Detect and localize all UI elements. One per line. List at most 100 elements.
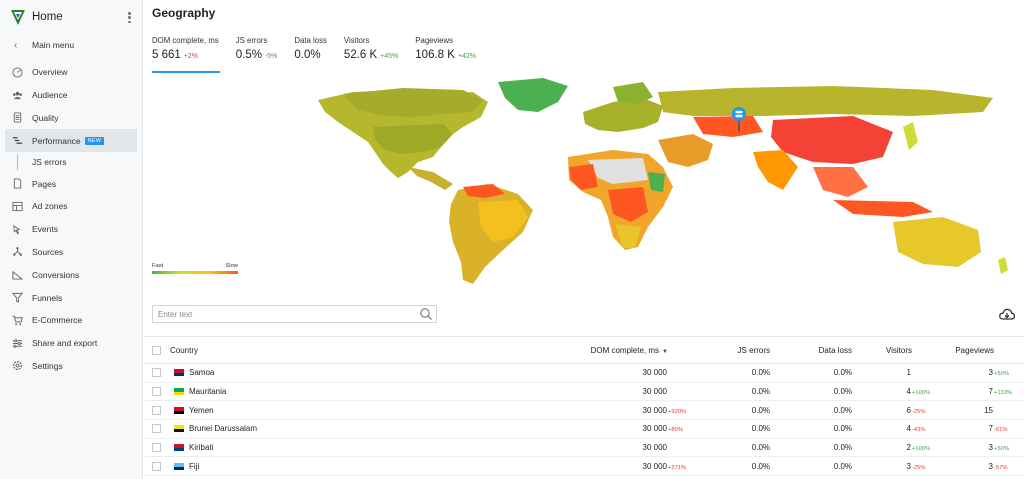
sidebar-item-overview[interactable]: Overview <box>0 61 142 84</box>
js-errors-value: 0.0% <box>751 405 770 415</box>
sidebar-item-pages[interactable]: Pages <box>0 172 142 195</box>
map-indonesia <box>833 200 933 217</box>
map-east-africa <box>648 172 665 192</box>
sidebar-item-label: Ad zones <box>32 201 68 212</box>
visitors-delta: -25% <box>912 464 926 471</box>
world-map[interactable] <box>313 72 1024 290</box>
data-loss-value: 0.0% <box>833 424 852 434</box>
audience-icon <box>11 89 23 101</box>
sort-desc-icon: ▼ <box>662 348 668 355</box>
metric-label: JS errors <box>235 36 268 45</box>
sidebar-item-sources[interactable]: Sources <box>0 241 142 264</box>
map-usa <box>373 124 453 154</box>
sidebar-item-label: Audience <box>32 90 68 101</box>
map-new-zealand <box>998 257 1008 274</box>
js-errors-value: 0.0% <box>751 443 770 453</box>
map-south-africa <box>615 224 641 248</box>
metric-pageviews[interactable]: Pageviews 106.8 K +42% <box>415 36 476 68</box>
row-checkbox[interactable] <box>152 368 161 378</box>
select-all-checkbox[interactable] <box>152 345 161 355</box>
sidebar-item-settings[interactable]: Settings <box>0 355 142 378</box>
sidebar-item-ecommerce[interactable]: E-Commerce <box>0 309 142 332</box>
sidebar-item-performance[interactable]: Performance NEW <box>5 129 137 153</box>
table-row[interactable]: Mauritania 30 000 0.0% 0.0% 4+100% 7+133… <box>143 383 1024 402</box>
row-checkbox[interactable] <box>152 443 161 453</box>
share-icon <box>11 337 23 349</box>
map-brazil <box>478 200 528 242</box>
sidebar-item-events[interactable]: Events <box>0 218 142 241</box>
row-checkbox[interactable] <box>152 424 161 434</box>
js-errors-value: 0.0% <box>751 368 770 378</box>
sidebar-item-funnels[interactable]: Funnels <box>0 286 142 309</box>
row-checkbox[interactable] <box>152 405 161 415</box>
flag-icon <box>174 406 184 414</box>
sidebar-item-label: Quality <box>32 112 59 123</box>
map-europe <box>583 98 663 132</box>
pageviews-value: 3 <box>988 368 993 378</box>
map-central-america <box>408 167 453 190</box>
ecommerce-icon <box>11 314 23 326</box>
pageviews-value: 15 <box>984 405 993 415</box>
map-venezuela <box>463 184 505 198</box>
world-map-svg <box>318 78 1008 284</box>
sidebar-item-audience[interactable]: Audience <box>0 84 142 107</box>
col-data-loss[interactable]: Data loss <box>818 345 852 355</box>
visitors-value: 2 <box>906 443 911 453</box>
quality-icon <box>11 112 23 124</box>
row-checkbox[interactable] <box>152 461 161 471</box>
search-icon[interactable] <box>419 307 433 321</box>
col-js-errors[interactable]: JS errors <box>737 345 770 355</box>
metric-visitors[interactable]: Visitors 52.6 K +45% <box>344 36 398 68</box>
country-name: Fiji <box>189 461 200 471</box>
table-row[interactable]: Samoa 30 000 0.0% 0.0% 1 3+50% <box>143 364 1024 383</box>
visitors-delta: -25% <box>912 408 926 415</box>
col-visitors[interactable]: Visitors <box>885 345 912 355</box>
metric-delta: +45% <box>380 53 399 60</box>
metric-dom-complete[interactable]: DOM complete, ms 5 661 +2% <box>152 36 220 73</box>
map-legend: Fast Slow <box>152 263 238 274</box>
sidebar-item-quality[interactable]: Quality <box>0 107 142 130</box>
cloud-download-icon[interactable] <box>999 308 1015 321</box>
sidebar-item-ad-zones[interactable]: Ad zones <box>0 195 142 218</box>
overview-icon <box>11 66 23 78</box>
sidebar-subitem-js-errors[interactable]: JS errors <box>0 152 142 172</box>
home-title[interactable]: Home <box>32 11 63 23</box>
more-menu-icon[interactable] <box>128 12 131 23</box>
table-row[interactable]: Yemen 30 000+920% 0.0% 0.0% 6-25% 15 <box>143 401 1024 421</box>
visitors-delta: -43% <box>912 427 926 434</box>
table-row[interactable]: Fiji 30 000+271% 0.0% 0.0% 3-25% 3-57% <box>143 457 1024 477</box>
metric-value: 0.0% <box>294 49 321 61</box>
main-menu-link[interactable]: ‹ Main menu <box>0 34 142 56</box>
sidebar-header[interactable]: Home <box>0 0 142 34</box>
row-checkbox[interactable] <box>152 387 161 397</box>
sidebar-nav: Overview Audience Quality Performance NE… <box>0 61 142 377</box>
visitors-value: 3 <box>906 461 911 471</box>
data-loss-value: 0.0% <box>833 387 852 397</box>
map-scandinavia <box>613 82 653 104</box>
sidebar-item-label: Conversions <box>32 269 80 280</box>
map-greenland <box>498 78 568 112</box>
main-content: Geography DOM complete, ms 5 661 +2% JS e… <box>143 0 1024 479</box>
search-box <box>152 305 437 323</box>
funnels-icon <box>11 292 23 304</box>
map-middle-east <box>658 134 713 167</box>
sidebar-item-conversions[interactable]: Conversions <box>0 263 142 286</box>
pageviews-delta: +133% <box>994 390 1013 397</box>
metric-data-loss[interactable]: Data loss 0.0% <box>294 36 327 68</box>
map-marker-icon[interactable] <box>732 107 746 132</box>
table-row[interactable]: Brunei Darussalam 30 000+80% 0.0% 0.0% 4… <box>143 420 1024 439</box>
map-russia <box>658 86 993 116</box>
sidebar-item-label: Share and export <box>32 338 98 349</box>
sidebar-item-share-export[interactable]: Share and export <box>0 332 142 355</box>
dom-value: 30 000 <box>642 405 667 415</box>
events-icon <box>11 223 23 235</box>
col-country[interactable]: Country <box>170 345 199 355</box>
col-pageviews[interactable]: Pageviews <box>955 345 994 355</box>
search-input[interactable] <box>153 309 419 319</box>
ad-zones-icon <box>11 200 23 212</box>
col-dom-complete[interactable]: DOM complete, ms ▼ <box>420 346 690 355</box>
table-row[interactable]: Kiribati 30 000 0.0% 0.0% 2+100% 3+50% <box>143 439 1024 458</box>
metric-label: Pageviews <box>415 36 453 45</box>
metric-js-errors[interactable]: JS errors 0.5% -5% <box>236 36 278 68</box>
